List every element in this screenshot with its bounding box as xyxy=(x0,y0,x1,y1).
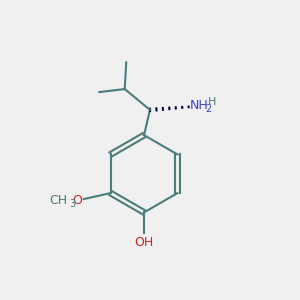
Text: NH: NH xyxy=(190,99,209,112)
Text: H: H xyxy=(208,97,216,106)
Text: OH: OH xyxy=(134,236,154,249)
Text: CH: CH xyxy=(50,194,68,207)
Text: O: O xyxy=(73,194,82,207)
Text: 3: 3 xyxy=(69,200,75,209)
Text: 2: 2 xyxy=(205,104,211,114)
